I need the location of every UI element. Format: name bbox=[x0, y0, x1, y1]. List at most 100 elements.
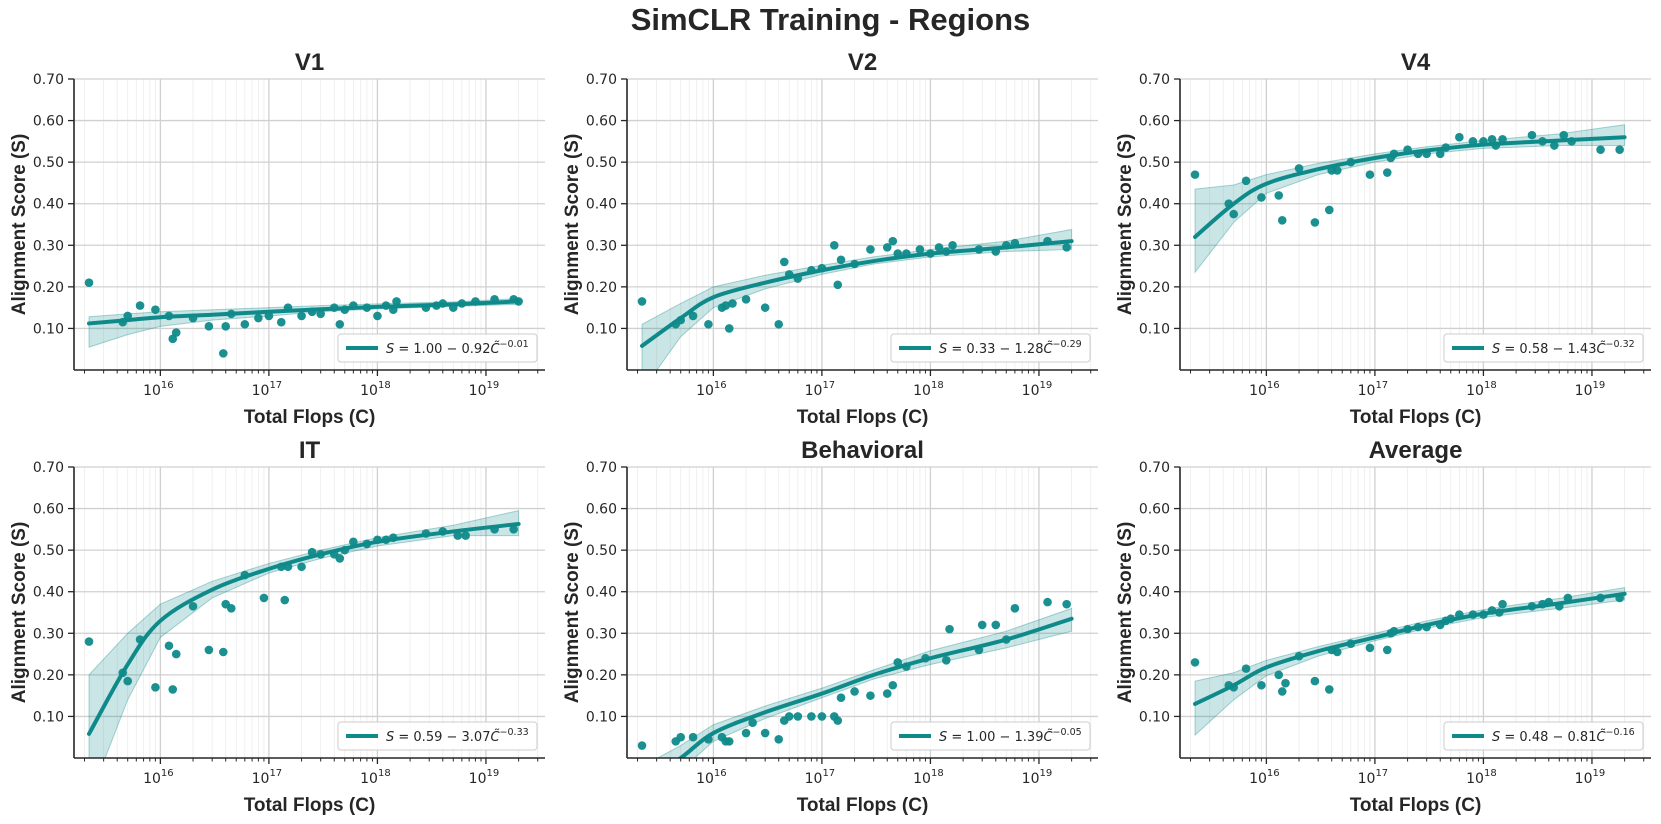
data-point bbox=[329, 303, 339, 312]
data-point bbox=[264, 311, 274, 321]
data-point bbox=[1190, 658, 1200, 667]
data-point bbox=[817, 263, 827, 273]
data-point bbox=[1596, 145, 1605, 154]
data-point bbox=[381, 535, 391, 545]
legend: S = 0.33 − 1.28C̃−0.29 bbox=[890, 333, 1091, 363]
y-tick-label: 0.60 bbox=[1139, 502, 1170, 518]
data-point bbox=[1441, 143, 1451, 152]
y-tick-label: 0.70 bbox=[1139, 72, 1170, 88]
confidence-band bbox=[656, 607, 1073, 758]
data-point bbox=[1224, 199, 1234, 209]
data-point bbox=[728, 299, 737, 308]
data-point bbox=[123, 311, 133, 321]
data-point bbox=[721, 301, 731, 310]
x-tick-label: 1017 bbox=[805, 768, 836, 787]
data-point bbox=[1596, 593, 1605, 603]
panel-behavioral: 0.10 0.20 0.30 0.40 0.50 0.60 0.70 1016 1017 1018… bbox=[562, 437, 1098, 816]
data-point bbox=[1365, 170, 1375, 179]
data-point bbox=[297, 562, 306, 572]
data-point bbox=[259, 593, 269, 603]
data-point bbox=[829, 240, 839, 250]
data-point bbox=[1346, 157, 1356, 167]
data-point bbox=[151, 305, 160, 315]
y-tick-label: 0.60 bbox=[33, 502, 64, 518]
data-point bbox=[1310, 676, 1320, 686]
data-point bbox=[1403, 145, 1412, 154]
data-point bbox=[84, 278, 94, 288]
data-point bbox=[1043, 236, 1052, 246]
data-point bbox=[724, 737, 734, 746]
data-point bbox=[362, 539, 372, 549]
y-tick-label: 0.40 bbox=[1139, 197, 1170, 213]
data-point bbox=[168, 685, 178, 694]
data-point bbox=[1413, 622, 1423, 632]
y-tick-label: 0.20 bbox=[1139, 280, 1170, 296]
data-point bbox=[1446, 614, 1456, 624]
y-tick-label: 0.70 bbox=[33, 72, 64, 88]
data-point bbox=[1468, 610, 1478, 619]
data-point bbox=[1491, 141, 1501, 150]
data-point bbox=[948, 240, 957, 250]
data-point bbox=[977, 620, 987, 630]
data-point bbox=[1559, 130, 1569, 140]
data-point bbox=[168, 334, 178, 344]
data-point bbox=[1550, 141, 1559, 150]
data-point bbox=[882, 689, 892, 698]
y-tick-label: 0.10 bbox=[33, 321, 64, 337]
data-point bbox=[1257, 680, 1266, 690]
data-point bbox=[1277, 687, 1287, 696]
data-point bbox=[1332, 166, 1342, 175]
data-point bbox=[388, 533, 398, 542]
data-point bbox=[793, 712, 803, 721]
data-point bbox=[218, 647, 228, 657]
plot-area bbox=[84, 510, 521, 758]
y-tick-label: 0.50 bbox=[586, 155, 617, 171]
data-point bbox=[276, 317, 286, 327]
data-point bbox=[1382, 168, 1392, 177]
data-point bbox=[316, 550, 325, 559]
y-tick-label: 0.10 bbox=[586, 321, 617, 337]
data-point bbox=[850, 687, 859, 696]
plot-area bbox=[1190, 124, 1627, 274]
data-point bbox=[1455, 610, 1464, 619]
panel-average: 0.10 0.20 0.30 0.40 0.50 0.60 0.70 1016 1017 1018… bbox=[1115, 437, 1651, 816]
y-tick-label: 0.30 bbox=[1139, 626, 1170, 642]
y-tick-label: 0.60 bbox=[586, 502, 617, 518]
x-tick-label: 1016 bbox=[696, 768, 727, 787]
data-point bbox=[748, 718, 757, 727]
y-tick-label: 0.10 bbox=[33, 709, 64, 725]
data-point bbox=[974, 245, 984, 254]
data-point bbox=[388, 305, 398, 315]
data-point bbox=[1389, 149, 1399, 159]
data-point bbox=[453, 531, 463, 540]
grid bbox=[627, 78, 1098, 370]
data-point bbox=[164, 641, 174, 651]
data-point bbox=[926, 249, 935, 258]
data-point bbox=[1567, 137, 1576, 146]
legend-label: S = 0.58 − 1.43C̃−0.32 bbox=[1492, 339, 1635, 357]
data-point bbox=[118, 317, 128, 327]
y-tick-label: 0.20 bbox=[33, 280, 64, 296]
panel-title: V1 bbox=[295, 49, 324, 76]
data-point bbox=[1241, 664, 1251, 673]
data-point bbox=[226, 309, 236, 319]
grid bbox=[1180, 466, 1651, 758]
plot-area bbox=[637, 228, 1074, 370]
data-point bbox=[438, 299, 448, 308]
y-tick-label: 0.20 bbox=[586, 668, 617, 684]
data-point bbox=[1487, 134, 1497, 144]
y-tick-label: 0.70 bbox=[1139, 460, 1170, 476]
data-point bbox=[188, 601, 198, 611]
data-point bbox=[1229, 209, 1239, 219]
data-point bbox=[1043, 597, 1052, 607]
data-point bbox=[362, 303, 372, 312]
data-point bbox=[254, 313, 263, 323]
legend-box bbox=[890, 333, 1091, 363]
y-tick-label: 0.10 bbox=[586, 709, 617, 725]
data-point bbox=[280, 595, 290, 605]
data-point bbox=[724, 324, 734, 333]
data-point bbox=[784, 270, 794, 279]
data-point bbox=[457, 299, 467, 308]
